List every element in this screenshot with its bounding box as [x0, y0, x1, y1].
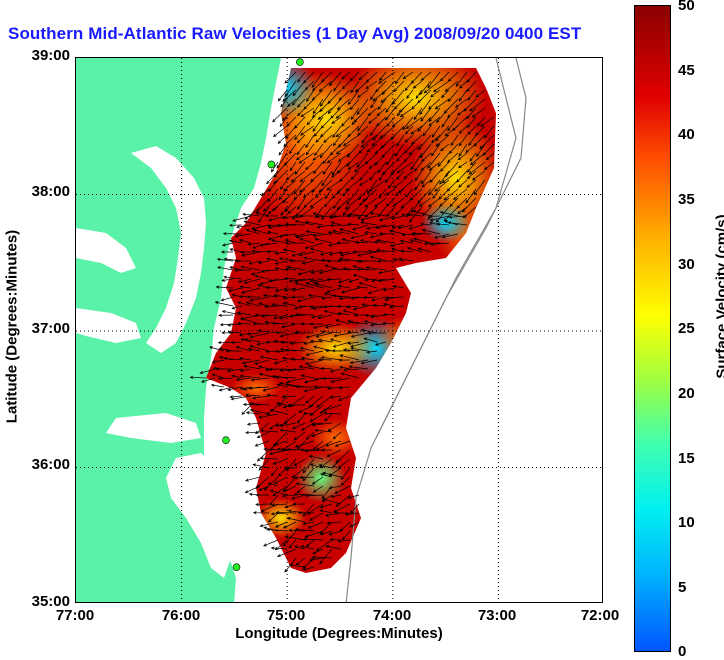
colorbar: [634, 5, 671, 652]
map-title: Southern Mid-Atlantic Raw Velocities (1 …: [8, 24, 581, 44]
colorbar-tick: 40: [678, 126, 695, 143]
x-tick: 77:00: [45, 607, 105, 624]
radar-station-marker: [233, 564, 240, 571]
map-canvas: [76, 58, 603, 603]
x-tick: 74:00: [362, 607, 422, 624]
colorbar-tick: 35: [678, 191, 695, 208]
y-tick: 39:00: [10, 47, 70, 64]
velocity-arrow: [219, 314, 233, 317]
map-plot: [75, 57, 603, 603]
x-tick: 72:00: [570, 607, 630, 624]
velocity-arrow: [264, 540, 278, 546]
colorbar-tick: 10: [678, 514, 695, 531]
colorbar-tick: 30: [678, 256, 695, 273]
colorbar-tick: 0: [678, 643, 686, 660]
colorbar-tick: 5: [678, 579, 686, 596]
x-tick: 75:00: [256, 607, 316, 624]
colorbar-tick: 15: [678, 450, 695, 467]
x-tick: 76:00: [151, 607, 211, 624]
radar-station-marker: [222, 437, 229, 444]
colorbar-label: Surface Velocity (cm/s): [714, 177, 724, 417]
velocity-arrow: [230, 224, 242, 227]
y-axis-label: Latitude (Degrees:Minutes): [4, 217, 21, 437]
colorbar-tick: 20: [678, 385, 695, 402]
radar-station-marker: [268, 161, 275, 168]
radar-station-marker: [296, 59, 303, 66]
x-tick: 73:00: [467, 607, 527, 624]
colorbar-tick: 50: [678, 0, 695, 14]
colorbar-tick: 45: [678, 62, 695, 79]
velocity-arrow: [212, 384, 224, 387]
colorbar-tick: 25: [678, 320, 695, 337]
velocity-arrow: [246, 477, 260, 481]
velocity-arrow: [221, 297, 233, 301]
y-tick: 38:00: [10, 183, 70, 200]
y-tick: 36:00: [10, 456, 70, 473]
x-axis-label: Longitude (Degrees:Minutes): [75, 625, 603, 642]
